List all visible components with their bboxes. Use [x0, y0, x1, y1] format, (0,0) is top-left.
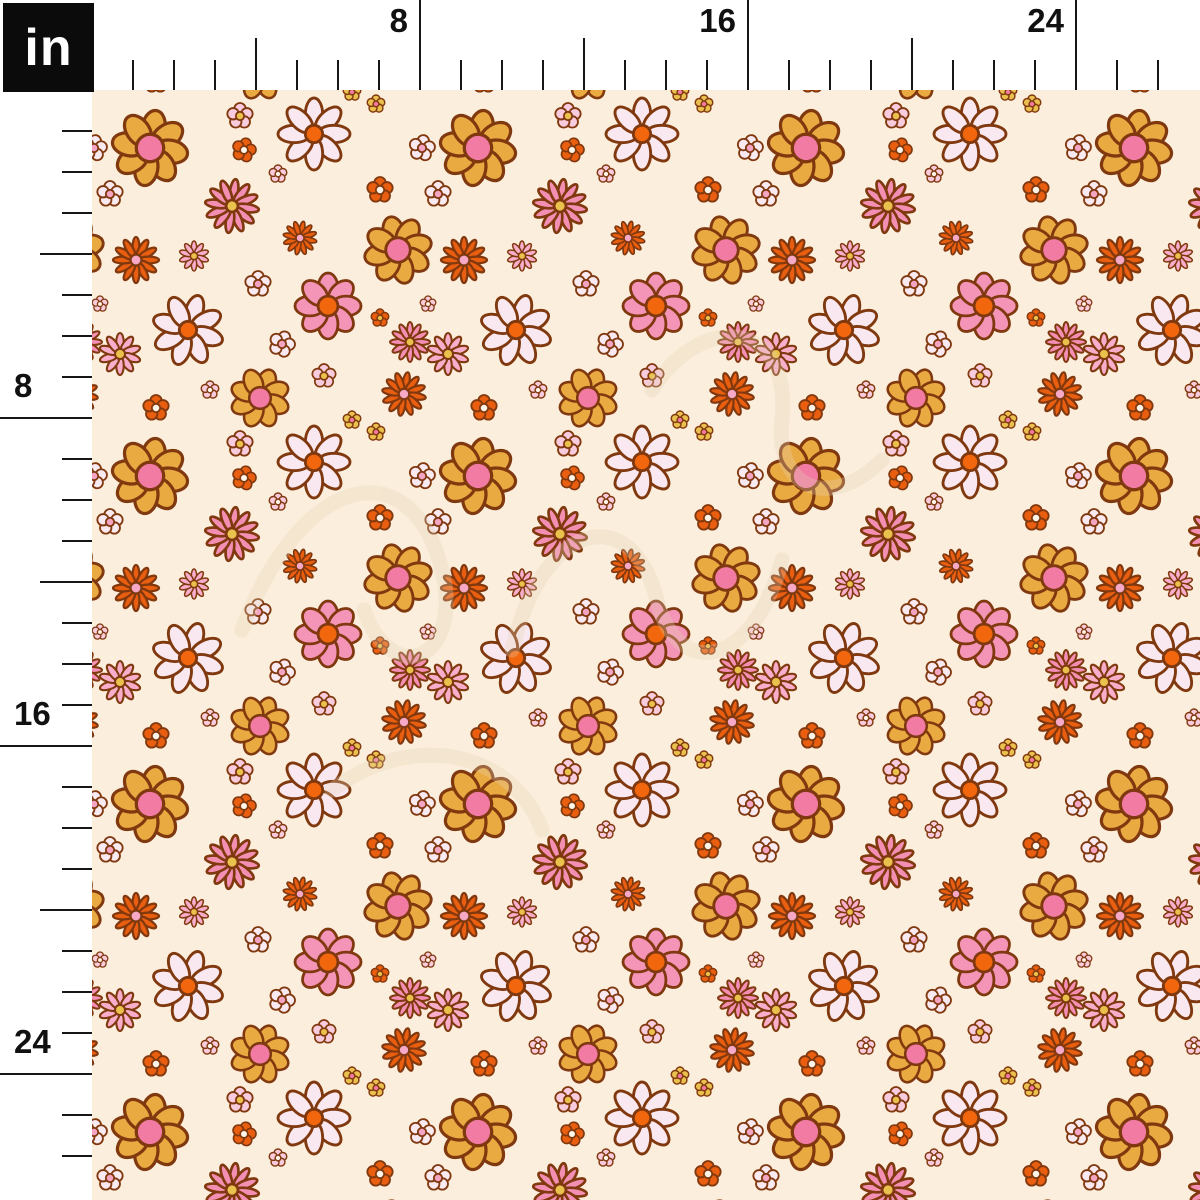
ruler-tick-left [62, 171, 92, 173]
ruler-number-left: 8 [14, 367, 33, 404]
flower [932, 424, 1008, 500]
ruler-tick-left [62, 1155, 92, 1157]
fabric-pattern-swatch [92, 90, 1200, 1200]
ruler-number-top: 16 [699, 2, 736, 39]
ruler-tick-left [62, 663, 92, 665]
floral-pattern-svg [92, 90, 1200, 1200]
ruler-tick-left [62, 335, 92, 337]
flower [604, 96, 680, 172]
flower [932, 1080, 1008, 1156]
flower [932, 96, 1008, 172]
ruler-tick-top [419, 0, 421, 90]
ruler-tick-top [829, 60, 831, 90]
ruler-tick-top [911, 38, 913, 90]
ruler-tick-top [214, 60, 216, 90]
ruler-tick-left [62, 622, 92, 624]
ruler-tick-left [62, 950, 92, 952]
ruler-number-left: 16 [14, 695, 51, 732]
ruler-tick-left [62, 458, 92, 460]
ruler-tick-top [665, 60, 667, 90]
ruler-tick-left [62, 868, 92, 870]
flower [604, 1080, 680, 1156]
ruler-tick-top [1157, 60, 1159, 90]
flower [949, 271, 1019, 341]
ruler-tick-top [1075, 0, 1077, 90]
ruler-tick-left [40, 253, 92, 255]
flower [670, 90, 690, 101]
flower [604, 752, 680, 828]
ruler-tick-left [0, 417, 92, 419]
ruler-tick-top [583, 38, 585, 90]
ruler-tick-left [62, 786, 92, 788]
ruler-tick-left [62, 212, 92, 214]
ruler-tick-top [460, 60, 462, 90]
ruler-tick-left [62, 991, 92, 993]
ruler-tick-left [62, 1114, 92, 1116]
ruler-tick-top [173, 60, 175, 90]
ruler-tick-top [1034, 60, 1036, 90]
ruler-tick-top [706, 60, 708, 90]
ruler-tick-top [378, 60, 380, 90]
ruler-tick-top [255, 38, 257, 90]
ruler-tick-left [62, 827, 92, 829]
ruler-tick-left [40, 909, 92, 911]
flower [621, 271, 691, 341]
ruler-tick-top [132, 60, 134, 90]
ruler-tick-left [62, 130, 92, 132]
ruler-number-left: 24 [14, 1023, 51, 1060]
flower [342, 90, 362, 101]
ruler-tick-top [1116, 60, 1118, 90]
ruler-number-top: 24 [1027, 2, 1064, 39]
flower [949, 599, 1019, 669]
flower [293, 927, 363, 997]
ruler-tick-top [747, 0, 749, 90]
ruler-tick-left [40, 581, 92, 583]
watermark [234, 329, 890, 838]
ruler-tick-left [62, 1032, 92, 1034]
unit-label: in [24, 18, 73, 77]
flower [998, 90, 1018, 101]
ruler-tick-top [296, 60, 298, 90]
ruler-tick-top [337, 60, 339, 90]
ruler-tick-left [0, 745, 92, 747]
ruler-tick-top [624, 60, 626, 90]
flower [293, 599, 363, 669]
ruler-tick-top [542, 60, 544, 90]
ruler-tick-left [62, 294, 92, 296]
flower [621, 927, 691, 997]
unit-label-box: in [3, 3, 94, 92]
ruler-tick-top [501, 60, 503, 90]
flower [293, 271, 363, 341]
flower [604, 424, 680, 500]
ruler-tick-top [993, 60, 995, 90]
flower [276, 424, 352, 500]
ruler-tick-left [62, 499, 92, 501]
ruler-tick-left [0, 1073, 92, 1075]
flower [276, 1080, 352, 1156]
flower [276, 96, 352, 172]
ruler-tick-top [870, 60, 872, 90]
ruler-tick-left [62, 540, 92, 542]
ruler-tick-top [788, 60, 790, 90]
flower [949, 927, 1019, 997]
ruler-tick-top [952, 60, 954, 90]
ruler-tick-left [62, 376, 92, 378]
flower [932, 752, 1008, 828]
ruler-tick-left [62, 704, 92, 706]
ruler-number-top: 8 [389, 2, 408, 39]
